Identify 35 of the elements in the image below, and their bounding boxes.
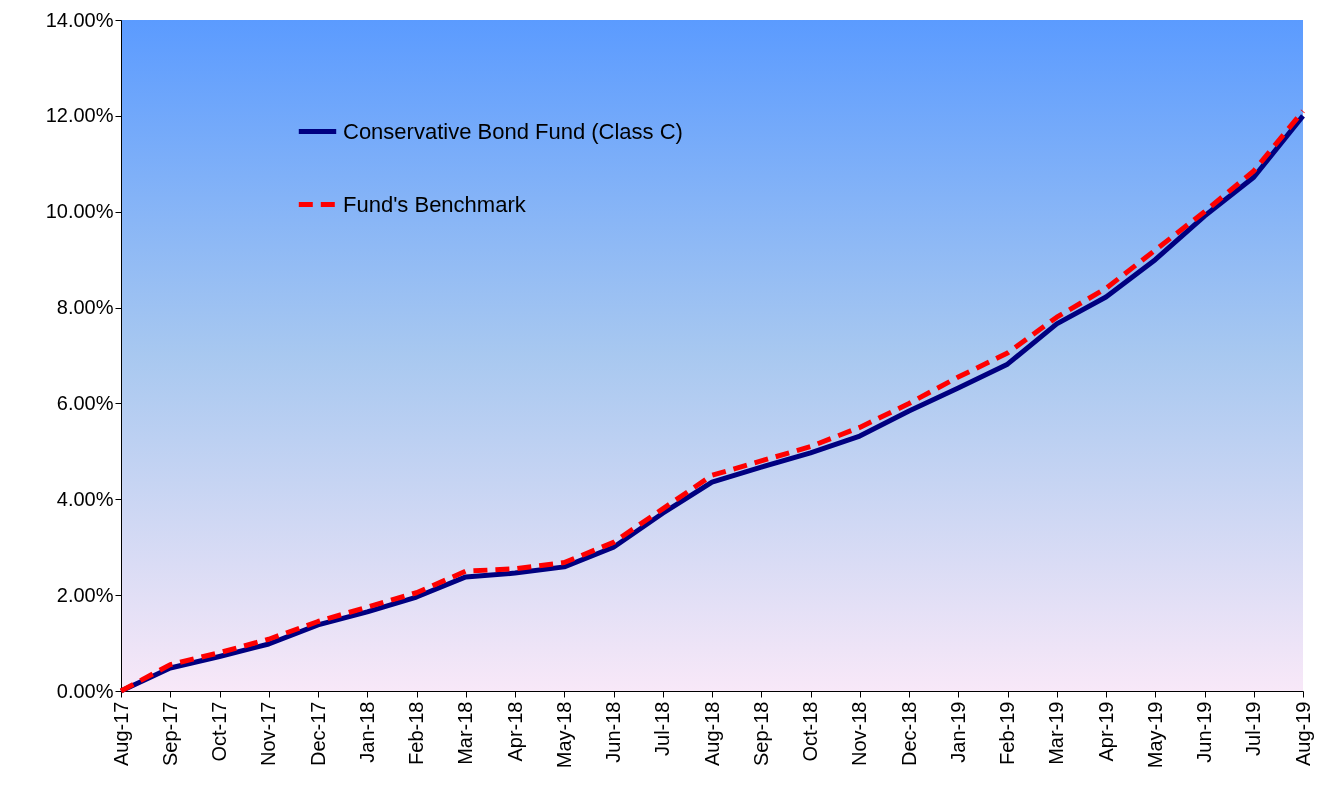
- x-tick-label: Apr-18: [503, 701, 526, 762]
- x-tick-label: Dec-18: [897, 701, 920, 766]
- y-tick-label: 14.00%: [45, 8, 114, 31]
- x-tick-label: May-19: [1143, 701, 1166, 769]
- x-tick-label: Oct-18: [799, 701, 821, 762]
- y-tick-label: 2.00%: [56, 583, 114, 606]
- x-tick-label: Jul-18: [651, 701, 674, 756]
- y-tick-label: 8.00%: [56, 296, 114, 319]
- x-tick-label: Dec-17: [306, 701, 329, 766]
- y-tick-label: 6.00%: [56, 391, 114, 414]
- x-tick-label: Jun-18: [602, 701, 624, 763]
- x-tick-label: Feb-19: [996, 701, 1018, 765]
- x-tick-label: Nov-18: [848, 701, 871, 766]
- legend-label: Fund's Benchmark: [343, 191, 527, 217]
- x-tick-label: Jul-19: [1242, 701, 1265, 756]
- x-tick-label: Aug-19: [1291, 701, 1314, 766]
- x-tick-label: Aug-17: [109, 701, 132, 766]
- x-tick-label: Oct-17: [208, 701, 230, 762]
- x-tick-label: May-18: [552, 701, 575, 769]
- x-tick-label: Aug-18: [700, 701, 723, 766]
- y-tick-label: 12.00%: [45, 104, 114, 127]
- legend-label: Conservative Bond Fund (Class C): [343, 118, 683, 144]
- x-tick-label: Feb-18: [405, 701, 427, 765]
- x-tick-label: Nov-17: [257, 701, 280, 766]
- x-tick-label: Sep-17: [158, 701, 181, 766]
- x-tick-label: Mar-18: [454, 701, 477, 765]
- x-tick-label: Jan-19: [946, 701, 969, 763]
- x-tick-label: Apr-19: [1094, 701, 1117, 762]
- y-tick-label: 0.00%: [56, 679, 114, 702]
- x-tick-label: Jun-19: [1193, 701, 1215, 763]
- x-tick-label: Jan-18: [355, 701, 378, 763]
- x-tick-label: Sep-18: [749, 701, 772, 766]
- y-tick-label: 10.00%: [45, 200, 114, 223]
- y-tick-label: 4.00%: [56, 487, 114, 510]
- x-tick-label: Mar-19: [1045, 701, 1068, 765]
